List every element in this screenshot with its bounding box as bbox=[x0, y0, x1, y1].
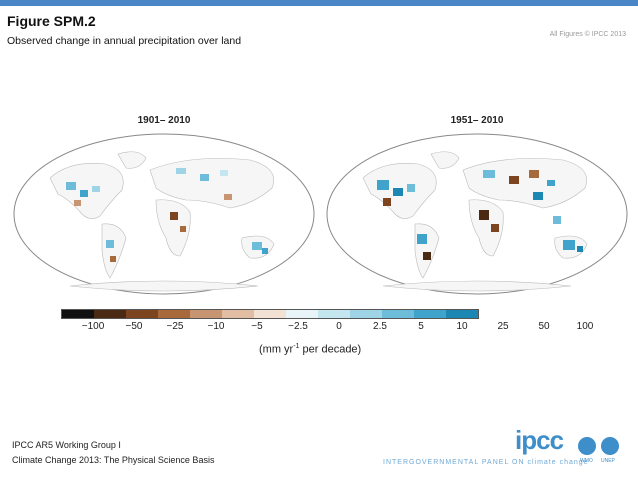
color-scale-segment bbox=[446, 310, 478, 318]
top-accent-bar bbox=[0, 0, 638, 6]
page-subtitle: Observed change in annual precipitation … bbox=[7, 35, 242, 47]
ipcc-panel-text: INTERGOVERNMENTAL PANEL ON climate chang… bbox=[383, 459, 589, 466]
color-scale-segment bbox=[350, 310, 382, 318]
color-scale-tick-label: 2.5 bbox=[373, 321, 387, 332]
color-scale-tick-label: 0 bbox=[336, 321, 342, 332]
unep-emblem-icon bbox=[601, 437, 619, 455]
unep-label: UNEP bbox=[601, 458, 615, 464]
color-scale-tick-label: −100 bbox=[81, 321, 105, 332]
color-scale-segment bbox=[158, 310, 190, 318]
color-scale-segment bbox=[414, 310, 446, 318]
map-panel-1951-2010: 1951– 2010 bbox=[323, 108, 631, 298]
color-scale-segment bbox=[254, 310, 286, 318]
color-scale-segment bbox=[94, 310, 126, 318]
color-scale-segment bbox=[126, 310, 158, 318]
color-scale-tick-label: −25 bbox=[166, 321, 184, 332]
color-scale-ticks: −100 −50 −25 −10 −5 −2.5 0 2.5 5 10 25 50 100 bbox=[61, 321, 594, 335]
ipcc-logo: ipcc bbox=[515, 425, 564, 455]
footer-report-title: Climate Change 2013: The Physical Scienc… bbox=[12, 455, 215, 465]
color-scale-tick-label: −2.5 bbox=[288, 321, 308, 332]
color-scale-segment bbox=[62, 310, 94, 318]
map-panel-1901-2010: 1901– 2010 bbox=[10, 108, 318, 298]
map-label: 1901– 2010 bbox=[137, 115, 191, 126]
wmo-label: WMO bbox=[580, 458, 593, 464]
color-scale-segment bbox=[318, 310, 350, 318]
world-map-1901-2010 bbox=[13, 133, 315, 295]
color-scale-tick-label: −10 bbox=[207, 321, 225, 332]
color-scale-segment bbox=[382, 310, 414, 318]
scale-unit-label: (mm yr-1 per decade) bbox=[259, 343, 362, 356]
footer-working-group: IPCC AR5 Working Group I bbox=[12, 440, 121, 450]
color-scale-segment bbox=[190, 310, 222, 318]
color-scale-segment bbox=[222, 310, 254, 318]
map-label: 1951– 2010 bbox=[450, 115, 504, 126]
color-scale-tick-label: 5 bbox=[418, 321, 424, 332]
world-map-1951-2010 bbox=[326, 133, 628, 295]
color-scale-tick-label: 10 bbox=[456, 321, 468, 332]
precipitation-color-scale bbox=[61, 309, 479, 319]
wmo-emblem-icon bbox=[578, 437, 596, 455]
color-scale-segment bbox=[286, 310, 318, 318]
color-scale-tick-label: −5 bbox=[251, 321, 263, 332]
copyright-notice: All Figures © IPCC 2013 bbox=[549, 31, 626, 38]
page-title: Figure SPM.2 bbox=[7, 13, 96, 29]
color-scale-tick-label: 25 bbox=[497, 321, 509, 332]
color-scale-tick-label: −50 bbox=[125, 321, 143, 332]
color-scale-tick-label: 100 bbox=[576, 321, 594, 332]
color-scale-tick-label: 50 bbox=[538, 321, 550, 332]
